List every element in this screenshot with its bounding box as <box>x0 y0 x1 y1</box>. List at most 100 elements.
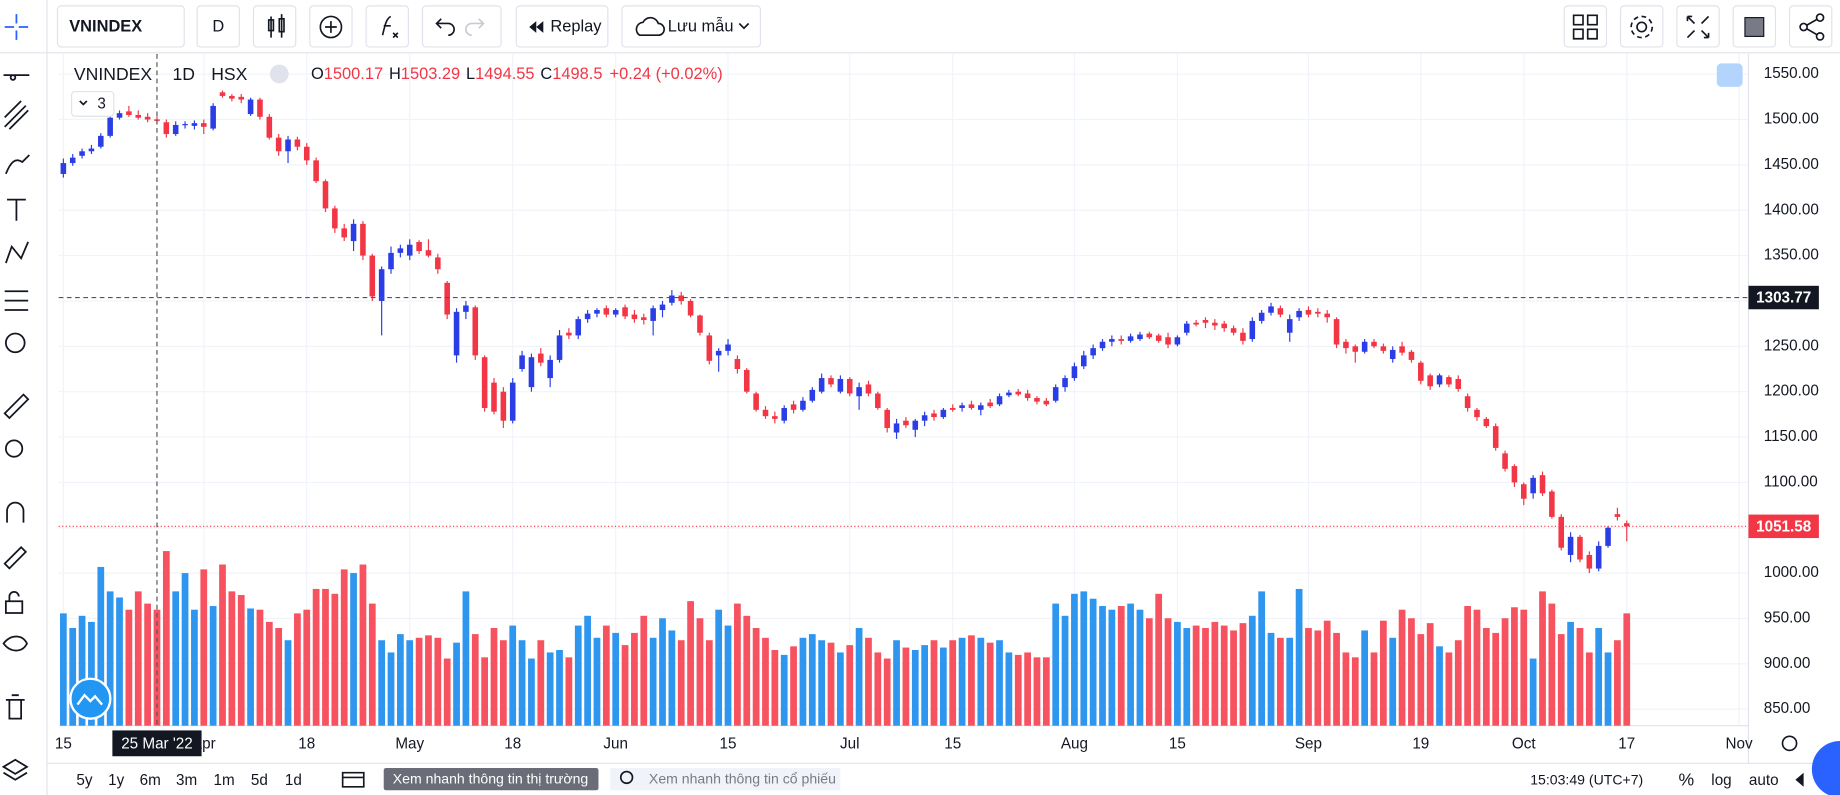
volume-bar <box>1511 607 1518 726</box>
volume-bar <box>715 609 723 726</box>
crosshair-tool[interactable] <box>4 14 29 40</box>
indicator-collapse[interactable] <box>70 91 115 117</box>
y-tick-label: 1200.00 <box>1764 383 1819 400</box>
volume-bar <box>340 569 348 726</box>
volume-bar <box>808 634 816 726</box>
y-tick-label: 1550.00 <box>1764 65 1819 82</box>
symbol-box[interactable] <box>56 5 185 48</box>
save-label[interactable]: Lưu mẫu <box>668 16 734 35</box>
undo-redo[interactable] <box>421 5 502 48</box>
replay-label[interactable]: Replay <box>550 17 602 35</box>
share-button[interactable] <box>1788 5 1833 48</box>
candle-body <box>715 350 722 356</box>
interval[interactable]: D <box>212 17 224 35</box>
candle-body <box>369 255 376 297</box>
brush-tool[interactable] <box>5 154 30 175</box>
calendar-icon[interactable] <box>341 771 365 788</box>
magnet-tool[interactable] <box>6 501 25 523</box>
chart-type-button[interactable] <box>252 5 297 48</box>
ruler-tool[interactable] <box>3 393 30 420</box>
range-button[interactable]: 3m <box>176 772 197 789</box>
emoji-tool[interactable] <box>4 332 26 354</box>
volume-bar <box>1117 606 1125 726</box>
search-box[interactable] <box>610 767 841 791</box>
auto-toggle[interactable]: auto <box>1749 772 1779 789</box>
volume-bar <box>1277 637 1284 726</box>
save-button[interactable] <box>621 5 761 48</box>
range-button[interactable]: 5y <box>76 772 92 789</box>
candle-body <box>144 116 151 120</box>
market-button[interactable] <box>383 767 599 791</box>
volume-bar <box>443 658 451 726</box>
candle-body <box>1155 335 1162 341</box>
candle-body <box>706 335 713 361</box>
reset-button[interactable] <box>1716 63 1743 87</box>
volume-bar <box>602 625 610 726</box>
indicator-count[interactable]: 3 <box>97 96 105 113</box>
fib-tool[interactable] <box>4 100 29 130</box>
volume-bar <box>677 640 685 726</box>
range-button[interactable]: 5d <box>251 772 268 789</box>
range-button[interactable]: 1y <box>108 772 124 789</box>
legend-ohlc: O1500.17 H1503.29 L1494.55 C1498.5 +0.24 (+0… <box>311 65 723 83</box>
volume-bar <box>1145 618 1153 726</box>
replay-button[interactable] <box>515 5 609 48</box>
fullscreen-button[interactable] <box>1676 5 1720 48</box>
layers-tool[interactable] <box>1 758 29 781</box>
symbol[interactable]: VNINDEX <box>69 17 142 35</box>
pattern-tool[interactable] <box>5 241 29 264</box>
settings-icon-gear <box>1630 15 1654 39</box>
delete-tool[interactable] <box>5 694 25 720</box>
volume-bar <box>546 652 554 726</box>
volume-bar <box>1454 640 1462 726</box>
volume-bar <box>462 591 470 726</box>
lock-tool[interactable] <box>4 591 24 614</box>
log-toggle[interactable]: log <box>1711 772 1731 789</box>
candle-body <box>1605 527 1611 546</box>
layout-button[interactable] <box>1563 5 1608 48</box>
volume-bar <box>303 609 311 726</box>
interval-box[interactable] <box>196 5 240 48</box>
legend-toggle[interactable] <box>269 64 289 84</box>
visibility-tool[interactable] <box>2 635 28 652</box>
volume-bar <box>1202 628 1209 726</box>
chat-button[interactable] <box>1811 740 1840 795</box>
market-button-label[interactable]: Xem nhanh thông tin thị trường <box>393 770 588 786</box>
candle-body <box>875 393 881 409</box>
range-button[interactable]: 1d <box>285 772 302 789</box>
candle-body <box>1371 341 1377 347</box>
prediction-tool[interactable] <box>4 290 29 311</box>
candle-body <box>463 305 469 312</box>
volume-bar <box>247 608 254 726</box>
lock-draw-tool[interactable] <box>3 545 28 570</box>
volume-bar <box>865 637 872 726</box>
volume-bar <box>471 634 479 726</box>
text-tool[interactable] <box>7 198 26 221</box>
candle-body <box>603 308 610 315</box>
range-button[interactable]: 1m <box>214 772 235 789</box>
undo-icon <box>435 18 455 37</box>
candle-body <box>903 420 909 426</box>
volume-bar <box>162 551 170 726</box>
zoom-tool[interactable] <box>4 439 24 458</box>
line-tool[interactable] <box>3 74 30 81</box>
candle-body <box>594 310 600 314</box>
volume-bar <box>1295 588 1303 726</box>
candle-body <box>116 113 123 118</box>
settings-icon <box>1636 21 1648 33</box>
candle-body <box>519 355 525 370</box>
volume-bar <box>256 609 264 726</box>
candle-body <box>1183 323 1190 333</box>
candle-body <box>341 228 347 238</box>
settings-button[interactable] <box>1619 5 1664 48</box>
range-button[interactable]: 6m <box>140 772 161 789</box>
search-placeholder[interactable]: Xem nhanh thông tin cổ phiếu <box>649 770 836 786</box>
volume-bar <box>1426 623 1434 726</box>
collapse-arrow[interactable] <box>1795 772 1804 787</box>
percent-toggle[interactable]: % <box>1678 770 1694 790</box>
candle-body <box>1277 308 1284 315</box>
y-tick-label: 1400.00 <box>1764 201 1819 218</box>
volume-bar <box>1286 637 1294 726</box>
candle-body <box>809 389 816 401</box>
candle-body <box>659 304 666 311</box>
